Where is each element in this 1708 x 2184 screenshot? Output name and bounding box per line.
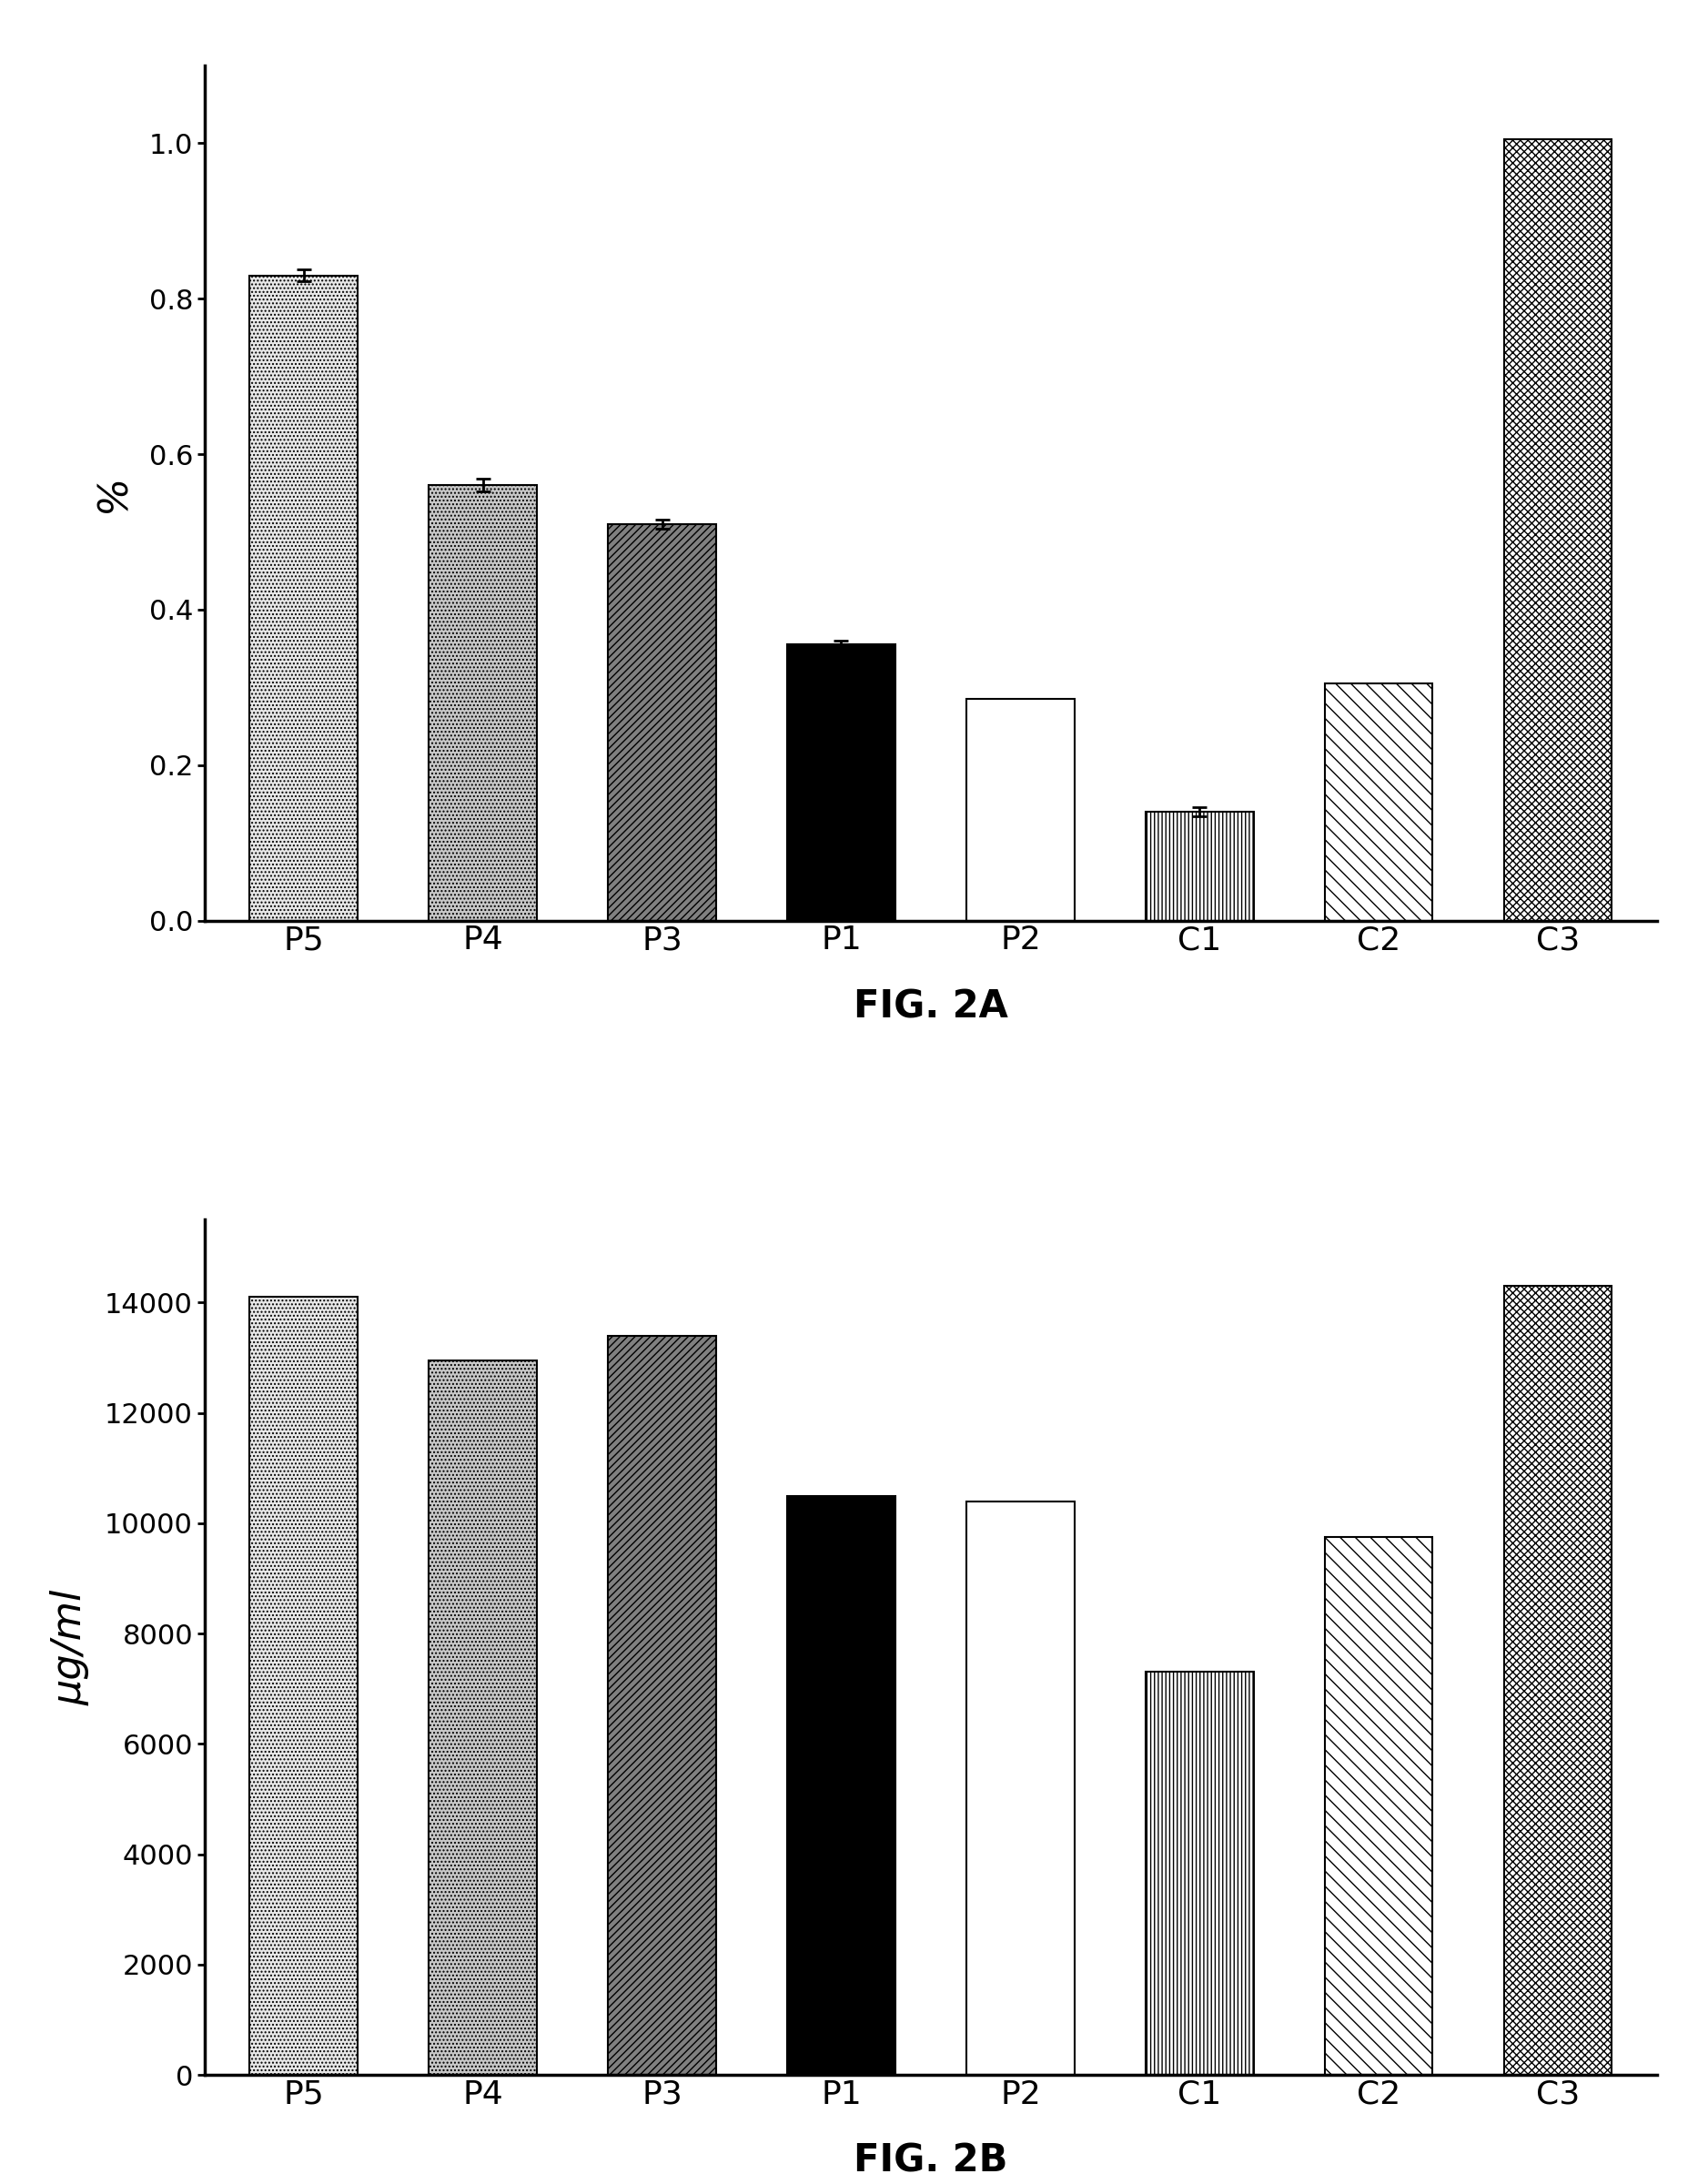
- Bar: [249, 1297, 357, 2075]
- X-axis label: FIG. 2A: FIG. 2A: [854, 987, 1008, 1026]
- Bar: [1505, 140, 1612, 919]
- Y-axis label: μg/ml: μg/ml: [51, 1590, 89, 1706]
- Bar: [1325, 1538, 1433, 2075]
- Bar: [787, 644, 895, 919]
- Bar: [967, 1500, 1074, 2075]
- Bar: [608, 524, 716, 919]
- Bar: [608, 1337, 716, 2075]
- Bar: [1146, 812, 1254, 919]
- Bar: [1505, 1286, 1612, 2075]
- X-axis label: FIG. 2B: FIG. 2B: [854, 2143, 1008, 2180]
- Bar: [429, 485, 536, 919]
- Bar: [1325, 684, 1433, 919]
- Bar: [249, 275, 357, 919]
- Bar: [787, 1496, 895, 2075]
- Bar: [967, 699, 1074, 919]
- Bar: [1146, 1673, 1254, 2075]
- Y-axis label: %: %: [94, 474, 133, 513]
- Bar: [429, 1361, 536, 2075]
